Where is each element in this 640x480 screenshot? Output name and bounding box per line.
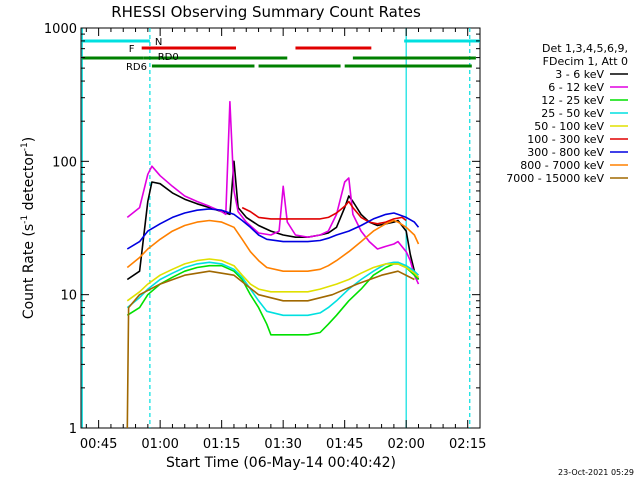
legend-label: 7000 - 15000 keV	[506, 172, 604, 185]
legend-label: 300 - 800 keV	[527, 146, 604, 159]
legend-label: 50 - 100 keV	[534, 120, 604, 133]
series-line	[126, 258, 420, 302]
night-flag-label: N	[155, 37, 162, 48]
x-tick-label: 00:45	[80, 437, 117, 452]
chart-title: RHESSI Observing Summary Count Rates	[111, 3, 421, 21]
series-line	[126, 160, 420, 281]
flare-flag-label: F	[129, 44, 135, 55]
x-tick-label: 01:45	[326, 437, 363, 452]
x-tick-label: 01:15	[203, 437, 240, 452]
x-tick-label: 02:15	[449, 437, 486, 452]
y-tick-label: 10	[60, 289, 77, 304]
x-tick-label: 02:00	[387, 437, 424, 452]
y-tick-label: 1	[69, 422, 77, 437]
plot-frame	[80, 27, 481, 429]
legend-label: 6 - 12 keV	[548, 81, 604, 94]
rd0-flag-label: RD0	[158, 52, 179, 63]
attenuator-flags: F RD0 RD6 N	[81, 28, 480, 428]
legend-header: Det 1,3,4,5,6,9,	[542, 42, 628, 55]
series-lines	[126, 100, 420, 429]
axes: 1 10 100 1000 00:45 01:00 01:15 01:30 01:45 02:00…	[44, 22, 487, 452]
series-line	[241, 200, 407, 225]
series-line	[126, 219, 420, 273]
legend-label: 3 - 6 keV	[555, 68, 604, 81]
legend: Det 1,3,4,5,6,9,FDecim 1, Att 03 - 6 keV…	[506, 42, 628, 185]
y-tick-label: 100	[52, 155, 77, 170]
legend-label: 12 - 25 keV	[541, 94, 604, 107]
rd6-flag-label: RD6	[126, 62, 147, 73]
x-axis-label: Start Time (06-May-14 00:40:42)	[166, 455, 396, 471]
legend-label: 100 - 300 keV	[527, 133, 604, 146]
timestamp: 23-Oct-2021 05:29	[558, 468, 634, 477]
y-axis-label: Count Rate (s-1 detector-1)	[20, 137, 37, 319]
legend-label: 25 - 50 keV	[541, 107, 604, 120]
series-line	[126, 100, 420, 285]
legend-label: 800 - 7000 keV	[520, 159, 604, 172]
series-line	[126, 263, 420, 336]
x-tick-label: 01:30	[264, 437, 301, 452]
series-line	[126, 270, 415, 429]
series-line	[126, 208, 420, 250]
y-tick-label: 1000	[44, 22, 77, 37]
x-tick-label: 01:00	[141, 437, 178, 452]
legend-header: FDecim 1, Att 0	[543, 55, 628, 68]
plot-border	[80, 27, 481, 429]
